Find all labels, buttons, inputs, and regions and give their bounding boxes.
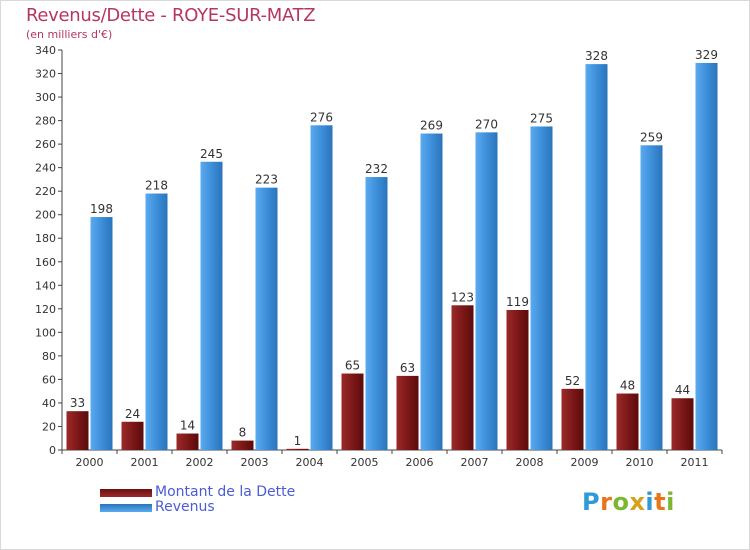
revenue-bar — [310, 125, 333, 450]
logo-letter: o — [612, 488, 630, 516]
x-tick-label: 2007 — [461, 456, 489, 469]
debt-value-label: 52 — [565, 374, 580, 388]
debt-bar — [561, 388, 584, 450]
revenue-value-label: 198 — [90, 202, 113, 216]
revenue-value-label: 223 — [255, 173, 278, 187]
debt-value-label: 14 — [180, 419, 195, 433]
revenue-bar — [200, 161, 223, 450]
debt-bar — [616, 393, 639, 450]
chart-title: Revenus/Dette - ROYE-SUR-MATZ — [26, 5, 316, 26]
logo-letter: i — [666, 488, 675, 516]
revenue-bar — [90, 217, 113, 450]
y-tick-label: 40 — [42, 397, 56, 410]
y-tick-label: 60 — [42, 373, 56, 386]
y-tick-label: 200 — [35, 209, 56, 222]
y-tick-label: 80 — [42, 350, 56, 363]
y-tick-label: 100 — [35, 326, 56, 339]
y-tick-label: 240 — [35, 162, 56, 175]
x-tick-label: 2004 — [296, 456, 324, 469]
debt-bar — [66, 411, 89, 450]
x-tick-label: 2009 — [571, 456, 599, 469]
revenue-value-label: 232 — [365, 162, 388, 176]
revenue-value-label: 276 — [310, 110, 333, 124]
y-tick-label: 300 — [35, 91, 56, 104]
debt-value-label: 123 — [451, 290, 474, 304]
y-tick-label: 0 — [49, 444, 56, 457]
debt-bar — [121, 421, 144, 450]
revenue-value-label: 269 — [420, 119, 443, 133]
revenue-value-label: 218 — [145, 179, 168, 193]
revenue-bar — [695, 62, 718, 451]
y-tick-label: 160 — [35, 256, 56, 269]
debt-bar — [286, 448, 309, 450]
logo-letter: t — [654, 488, 667, 516]
debt-bar — [231, 440, 254, 450]
x-tick-label: 2010 — [626, 456, 654, 469]
data-labels: 33 198 24 218 14 245 8 223 1 276 65 232 63 269 123 270 1… — [70, 48, 718, 448]
x-tick-label: 2003 — [241, 456, 269, 469]
x-tick-label: 2008 — [516, 456, 544, 469]
axes: 0 20 40 60 80 100 120 140 160 180 200 220 240 260 280 3… — [35, 44, 723, 469]
revenue-bar — [530, 126, 553, 451]
legend-swatch-revenue — [100, 504, 152, 512]
revenue-bar — [585, 64, 608, 450]
x-tick-label: 2005 — [351, 456, 379, 469]
y-tick-label: 340 — [35, 44, 56, 57]
debt-bar — [451, 305, 474, 450]
logo-letter: i — [645, 488, 655, 516]
revenue-bar — [145, 193, 168, 450]
debt-bar — [506, 310, 529, 450]
debt-value-label: 8 — [239, 426, 247, 440]
x-tick-label: 2011 — [681, 456, 709, 469]
revenue-value-label: 270 — [475, 117, 498, 131]
revenue-bar — [365, 177, 388, 450]
revenue-value-label: 328 — [585, 49, 608, 63]
revenue-bar — [255, 187, 278, 450]
debt-bar — [341, 373, 364, 450]
revenue-value-label: 275 — [530, 111, 553, 125]
y-tick-label: 120 — [35, 303, 56, 316]
chart-subtitle: (en milliers d'€) — [26, 28, 113, 41]
revenue-value-label: 245 — [200, 147, 223, 161]
debt-value-label: 63 — [400, 361, 415, 375]
bars — [66, 62, 718, 451]
y-tick-label: 220 — [35, 185, 56, 198]
y-tick-label: 260 — [35, 138, 56, 151]
x-tick-label: 2001 — [131, 456, 159, 469]
debt-value-label: 48 — [620, 379, 635, 393]
debt-value-label: 44 — [675, 383, 690, 397]
logo-letter: r — [600, 488, 613, 516]
x-tick-label: 2006 — [406, 456, 434, 469]
x-tick-label: 2000 — [76, 456, 104, 469]
legend-label-revenue: Revenus — [155, 499, 215, 515]
debt-bar — [176, 433, 199, 450]
debt-value-label: 65 — [345, 359, 360, 373]
x-tick-label: 2002 — [186, 456, 214, 469]
y-tick-label: 140 — [35, 279, 56, 292]
debt-value-label: 119 — [506, 295, 529, 309]
debt-bar — [396, 375, 419, 450]
y-tick-label: 180 — [35, 232, 56, 245]
debt-value-label: 1 — [294, 434, 302, 448]
logo-letter: x — [629, 488, 646, 516]
legend-label-debt: Montant de la Dette — [155, 484, 296, 500]
y-tick-label: 280 — [35, 115, 56, 128]
y-tick-label: 20 — [42, 420, 56, 433]
y-tick-label: 320 — [35, 68, 56, 81]
proxiti-logo: Proxiti — [582, 488, 675, 516]
logo-letter: P — [582, 488, 601, 516]
legend-swatch-debt — [100, 489, 152, 497]
revenue-bar — [640, 145, 663, 450]
debt-value-label: 24 — [125, 407, 140, 421]
debt-value-label: 33 — [70, 396, 85, 410]
debt-bar — [671, 398, 694, 450]
revenue-value-label: 329 — [695, 48, 718, 62]
revenue-value-label: 259 — [640, 130, 663, 144]
revenue-bar — [420, 133, 443, 450]
revenue-bar — [475, 132, 498, 450]
